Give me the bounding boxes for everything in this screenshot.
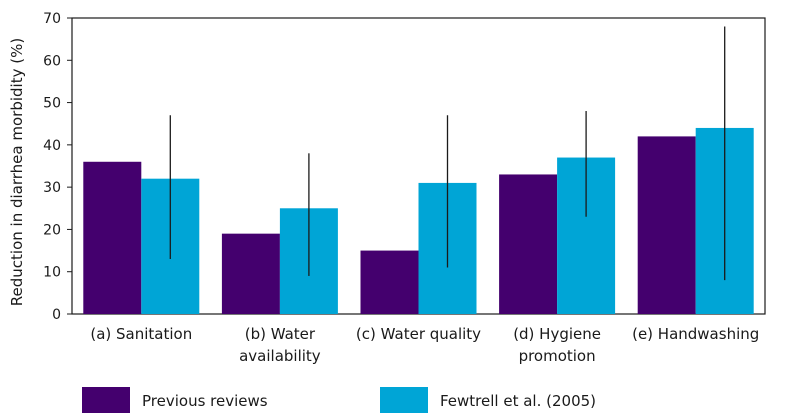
- x-tick-label: availability: [239, 347, 321, 365]
- y-tick-label: 30: [43, 180, 61, 196]
- x-tick-label: promotion: [519, 347, 596, 365]
- legend-swatch: [380, 387, 428, 413]
- x-tick-label: (e) Handwashing: [632, 325, 759, 343]
- y-tick-label: 10: [43, 265, 61, 281]
- y-tick-label: 50: [43, 96, 61, 112]
- y-tick-label: 40: [43, 138, 61, 154]
- x-tick-label: (b) Water: [245, 325, 316, 343]
- x-tick-label: (a) Sanitation: [90, 325, 192, 343]
- x-tick-label: (d) Hygiene: [513, 325, 601, 343]
- legend: Previous reviews Fewtrell et al. (2005): [82, 387, 596, 413]
- bar: [499, 174, 558, 314]
- x-tick-label: (c) Water quality: [356, 325, 481, 343]
- bar: [83, 161, 142, 314]
- y-tick-label: 70: [43, 11, 61, 27]
- y-tick-label: 0: [52, 307, 61, 323]
- plot-area: 0 10 20 30 40 50 60 70 (a) Sanitation (b) Water av…: [43, 11, 766, 365]
- y-tick-label: 60: [43, 53, 61, 69]
- legend-label: Previous reviews: [142, 392, 268, 410]
- y-axis-label: Reduction in diarrhea morbidity (%): [8, 38, 26, 306]
- bar: [360, 250, 419, 314]
- legend-label: Fewtrell et al. (2005): [440, 392, 596, 410]
- bar: [637, 136, 696, 314]
- y-tick-label: 20: [43, 222, 61, 238]
- legend-swatch: [82, 387, 130, 413]
- bar: [221, 233, 280, 314]
